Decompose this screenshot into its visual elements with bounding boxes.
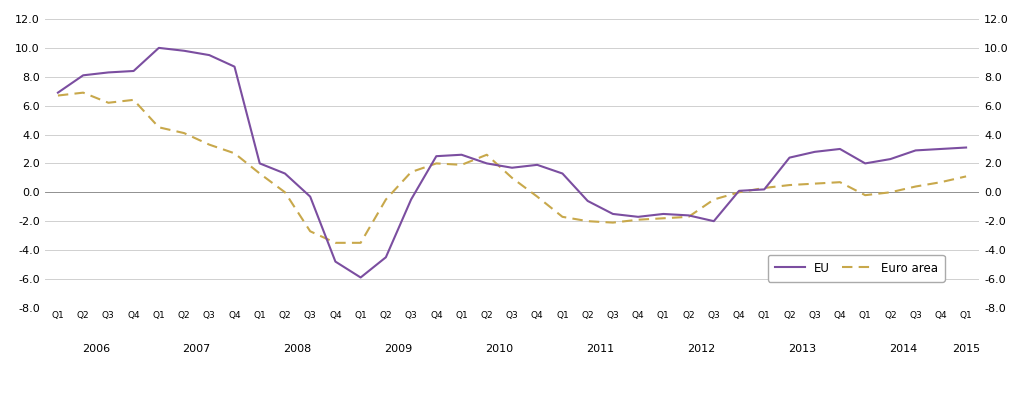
EU: [102, 70, 115, 75]
Euro area: [682, 215, 694, 219]
EU: [959, 145, 972, 150]
EU: [178, 49, 190, 53]
EU: [632, 215, 644, 219]
EU: [607, 212, 620, 217]
Euro area: [153, 125, 165, 130]
Line: Euro area: Euro area: [58, 93, 966, 243]
Euro area: [254, 171, 266, 176]
Euro area: [127, 97, 139, 102]
Euro area: [783, 183, 796, 188]
EU: [885, 157, 897, 162]
Line: EU: EU: [58, 48, 966, 277]
EU: [52, 90, 65, 95]
EU: [456, 152, 468, 157]
Euro area: [506, 176, 518, 180]
EU: [77, 73, 89, 78]
Euro area: [456, 162, 468, 167]
EU: [304, 194, 316, 199]
Euro area: [556, 215, 568, 219]
Euro area: [834, 180, 846, 184]
EU: [404, 197, 417, 202]
Euro area: [531, 194, 544, 199]
EU: [682, 213, 694, 218]
Text: 2010: 2010: [485, 344, 513, 354]
EU: [556, 171, 568, 176]
Euro area: [607, 220, 620, 225]
Text: 2011: 2011: [586, 344, 614, 354]
Text: 2009: 2009: [384, 344, 413, 354]
EU: [203, 53, 215, 57]
EU: [506, 165, 518, 170]
Euro area: [228, 151, 241, 156]
Euro area: [582, 219, 594, 224]
Euro area: [859, 193, 871, 198]
Euro area: [657, 216, 670, 221]
EU: [127, 69, 139, 73]
Euro area: [354, 241, 367, 245]
EU: [657, 212, 670, 217]
Euro area: [935, 180, 947, 184]
Text: 2015: 2015: [952, 344, 980, 354]
Euro area: [632, 217, 644, 222]
Text: 2014: 2014: [889, 344, 918, 354]
EU: [582, 198, 594, 203]
EU: [531, 162, 544, 167]
Euro area: [959, 174, 972, 179]
Euro area: [758, 186, 770, 190]
EU: [935, 146, 947, 151]
EU: [758, 187, 770, 192]
EU: [783, 155, 796, 160]
EU: [909, 148, 922, 153]
Euro area: [178, 131, 190, 136]
Euro area: [77, 90, 89, 95]
Euro area: [480, 152, 493, 157]
Text: 2012: 2012: [687, 344, 716, 354]
EU: [279, 171, 291, 176]
Euro area: [430, 161, 442, 166]
EU: [330, 259, 342, 264]
Euro area: [279, 190, 291, 195]
Euro area: [909, 184, 922, 189]
EU: [380, 255, 392, 260]
Euro area: [380, 197, 392, 202]
EU: [480, 161, 493, 166]
EU: [354, 275, 367, 280]
EU: [708, 219, 720, 224]
Euro area: [203, 142, 215, 147]
EU: [254, 161, 266, 166]
Text: 2008: 2008: [284, 344, 311, 354]
Text: 2007: 2007: [182, 344, 211, 354]
Euro area: [304, 229, 316, 234]
Euro area: [404, 170, 417, 174]
EU: [153, 45, 165, 50]
Euro area: [52, 93, 65, 98]
EU: [809, 150, 821, 154]
Text: 2013: 2013: [788, 344, 816, 354]
Euro area: [809, 181, 821, 186]
Euro area: [102, 100, 115, 105]
Euro area: [708, 197, 720, 202]
Text: 2006: 2006: [82, 344, 110, 354]
EU: [834, 146, 846, 151]
EU: [859, 161, 871, 166]
EU: [733, 188, 745, 193]
Euro area: [330, 241, 342, 245]
Euro area: [885, 190, 897, 195]
EU: [430, 154, 442, 158]
Euro area: [733, 190, 745, 195]
Legend: EU, Euro area: EU, Euro area: [768, 255, 945, 282]
EU: [228, 64, 241, 69]
